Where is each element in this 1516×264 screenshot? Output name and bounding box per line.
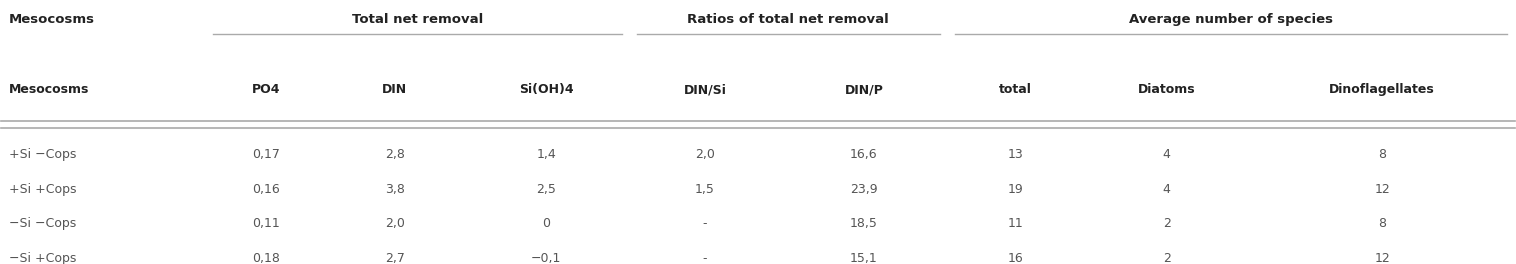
Text: 1,4: 1,4 (537, 148, 556, 161)
Text: 8: 8 (1378, 148, 1386, 161)
Text: −0,1: −0,1 (531, 252, 561, 264)
Text: −Si +Cops: −Si +Cops (9, 252, 76, 264)
Text: 16: 16 (1007, 252, 1023, 264)
Text: Average number of species: Average number of species (1129, 13, 1333, 26)
Text: Dinoflagellates: Dinoflagellates (1330, 83, 1436, 96)
Text: 15,1: 15,1 (850, 252, 878, 264)
Text: 0,16: 0,16 (252, 183, 280, 196)
Text: DIN/P: DIN/P (844, 83, 884, 96)
Text: Mesocosms: Mesocosms (9, 83, 89, 96)
Text: 2,0: 2,0 (385, 218, 405, 230)
Text: 3,8: 3,8 (385, 183, 405, 196)
Text: Total net removal: Total net removal (352, 13, 484, 26)
Text: 0,11: 0,11 (252, 218, 280, 230)
Text: 13: 13 (1007, 148, 1023, 161)
Text: Ratios of total net removal: Ratios of total net removal (687, 13, 890, 26)
Text: 12: 12 (1375, 252, 1390, 264)
Text: DIN/Si: DIN/Si (684, 83, 726, 96)
Text: 2: 2 (1163, 252, 1170, 264)
Text: 0,18: 0,18 (252, 252, 280, 264)
Text: 19: 19 (1007, 183, 1023, 196)
Text: 0: 0 (543, 218, 550, 230)
Text: 2,5: 2,5 (537, 183, 556, 196)
Text: +Si +Cops: +Si +Cops (9, 183, 76, 196)
Text: Mesocosms: Mesocosms (9, 13, 96, 26)
Text: 2,0: 2,0 (696, 148, 716, 161)
Text: 2,8: 2,8 (385, 148, 405, 161)
Text: -: - (703, 252, 708, 264)
Text: −Si −Cops: −Si −Cops (9, 218, 76, 230)
Text: 2,7: 2,7 (385, 252, 405, 264)
Text: DIN: DIN (382, 83, 408, 96)
Text: 8: 8 (1378, 218, 1386, 230)
Text: 1,5: 1,5 (696, 183, 716, 196)
Text: +Si −Cops: +Si −Cops (9, 148, 76, 161)
Text: 18,5: 18,5 (850, 218, 878, 230)
Text: Diatoms: Diatoms (1137, 83, 1196, 96)
Text: 4: 4 (1163, 148, 1170, 161)
Text: Si(OH)4: Si(OH)4 (518, 83, 573, 96)
Text: 2: 2 (1163, 218, 1170, 230)
Text: 12: 12 (1375, 183, 1390, 196)
Text: 0,17: 0,17 (252, 148, 280, 161)
Text: PO4: PO4 (252, 83, 280, 96)
Text: 16,6: 16,6 (850, 148, 878, 161)
Text: 11: 11 (1007, 218, 1023, 230)
Text: total: total (999, 83, 1032, 96)
Text: 23,9: 23,9 (850, 183, 878, 196)
Text: -: - (703, 218, 708, 230)
Text: 4: 4 (1163, 183, 1170, 196)
